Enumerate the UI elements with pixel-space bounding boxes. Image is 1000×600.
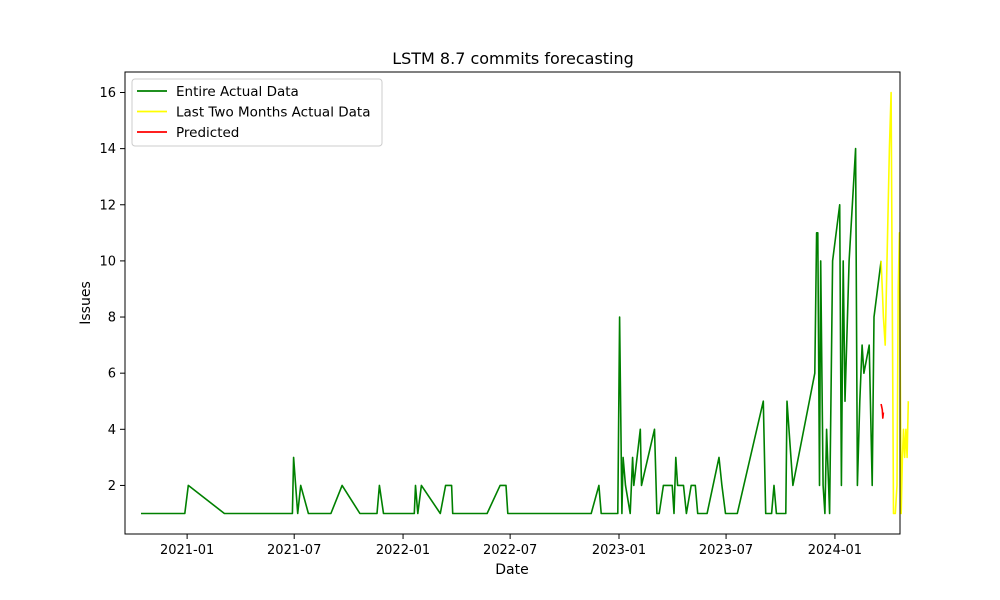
x-axis: 2021-01 2021-07 2022-01 2022-07 2023-01 2023-… <box>160 534 862 558</box>
x-tick-label: 2022-07 <box>483 543 537 558</box>
legend-label-2: Predicted <box>176 125 239 141</box>
y-tick-label: 10 <box>99 254 116 269</box>
series-line-1 <box>880 91 910 515</box>
plot-lines <box>141 91 910 515</box>
series-line-0 <box>141 147 882 515</box>
x-tick-label: 2023-07 <box>699 543 753 558</box>
x-tick-label: 2023-01 <box>592 543 646 558</box>
chart-title: LSTM 8.7 commits forecasting <box>392 49 634 68</box>
x-tick-label: 2024-01 <box>808 543 862 558</box>
x-axis-label: Date <box>495 562 528 578</box>
legend-box <box>131 78 383 147</box>
plot-frame <box>124 71 901 535</box>
y-tick-label: 14 <box>99 142 116 157</box>
legend: Entire Actual Data Last Two Months Actual… <box>131 78 383 147</box>
y-axis-label: Issues <box>78 281 94 325</box>
legend-label-1: Last Two Months Actual Data <box>176 105 370 121</box>
y-tick-label: 12 <box>99 198 116 213</box>
x-tick-label: 2022-01 <box>376 543 430 558</box>
y-tick-label: 8 <box>108 311 116 326</box>
x-tick-label: 2021-07 <box>267 543 321 558</box>
legend-label-0: Entire Actual Data <box>176 84 299 100</box>
x-tick-label: 2021-01 <box>160 543 214 558</box>
y-tick-label: 4 <box>108 423 116 438</box>
y-axis: 2 4 6 8 10 12 14 16 <box>99 86 125 494</box>
y-tick-label: 6 <box>108 367 116 382</box>
y-tick-label: 2 <box>108 479 116 494</box>
y-tick-label: 16 <box>99 86 116 101</box>
series-line-2 <box>880 403 885 419</box>
